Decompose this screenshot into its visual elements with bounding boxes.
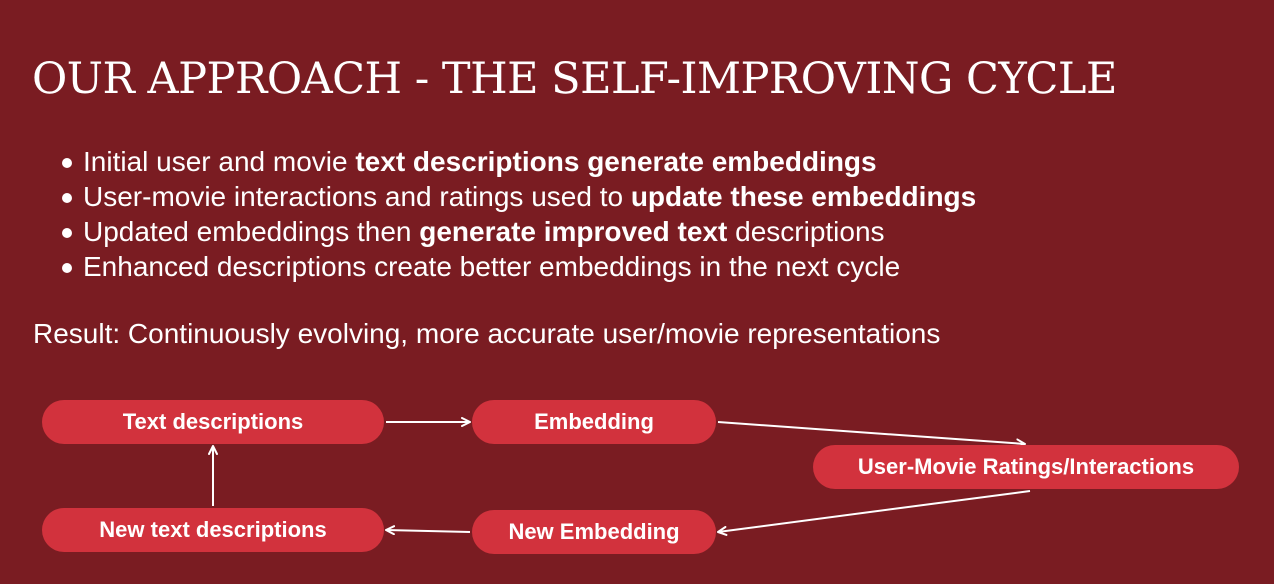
bullet-item: Initial user and movie text descriptions… (60, 144, 976, 179)
result-statement: Result: Continuously evolving, more accu… (33, 318, 941, 349)
node-new-text-descriptions: New text descriptions (42, 508, 384, 552)
bullet-item: Updated embeddings then generate improve… (60, 214, 976, 249)
bullet-dot-icon (62, 263, 72, 273)
node-user-movie-ratings: User-Movie Ratings/Interactions (813, 445, 1239, 489)
bullet-dot-icon (62, 193, 72, 203)
bullet-text-after: descriptions (727, 216, 885, 247)
node-text-descriptions: Text descriptions (42, 400, 384, 444)
slide-title: OUR APPROACH - THE SELF-IMPROVING CYCLE (32, 54, 1117, 104)
bullet-emphasis: text descriptions generate embeddings (355, 146, 877, 177)
bullet-dot-icon (62, 158, 72, 168)
bullet-item: Enhanced descriptions create better embe… (60, 249, 976, 284)
bullet-list: Initial user and movie text descriptions… (60, 144, 976, 284)
bullet-emphasis: update these embeddings (630, 181, 977, 212)
arrow-embedding-to-ratings (717, 421, 1026, 449)
arrow-ratings-to-new-embedding (717, 490, 1031, 536)
node-new-embedding: New Embedding (472, 510, 716, 554)
bullet-emphasis: generate improved text (419, 216, 728, 247)
bullet-text: Initial user and movie (83, 146, 356, 177)
bullet-dot-icon (62, 228, 72, 238)
bullet-text: Enhanced descriptions create better embe… (83, 251, 901, 282)
bullet-text: Updated embeddings then (83, 216, 420, 247)
node-embedding: Embedding (472, 400, 716, 444)
arrow-new-embedding-to-new-text (385, 525, 471, 536)
bullet-item: User-movie interactions and ratings used… (60, 179, 976, 214)
bullet-text: User-movie interactions and ratings used… (83, 181, 631, 212)
